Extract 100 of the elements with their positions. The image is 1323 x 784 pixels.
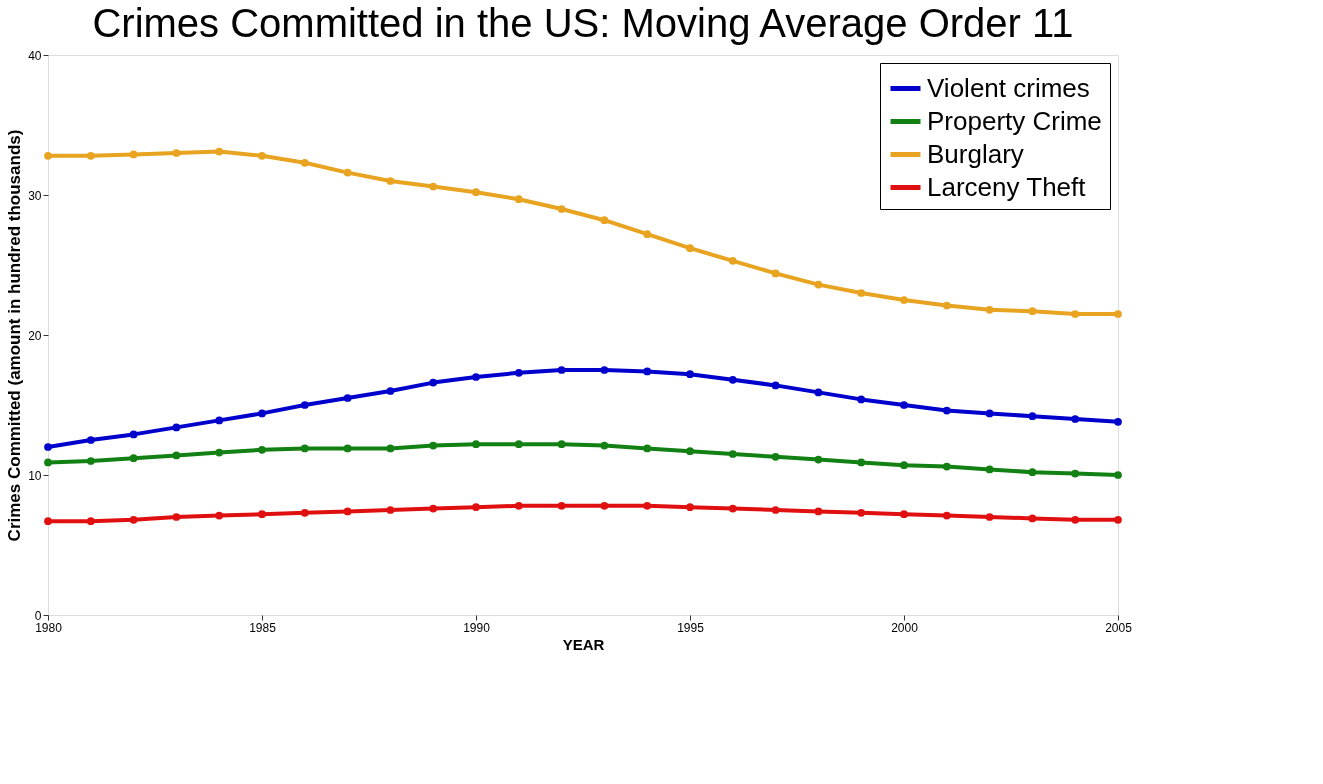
point xyxy=(728,450,737,458)
y-tick-label: 20 xyxy=(28,328,42,343)
x-axis-title: YEAR xyxy=(562,635,605,653)
point xyxy=(814,388,823,397)
point xyxy=(1028,514,1037,523)
point xyxy=(343,507,352,516)
point xyxy=(643,367,652,376)
point xyxy=(600,366,609,374)
point xyxy=(1071,415,1080,423)
point xyxy=(857,395,866,404)
point xyxy=(44,151,52,160)
point xyxy=(900,401,908,409)
point xyxy=(386,444,395,453)
x-tick-label: 1995 xyxy=(677,620,705,635)
point xyxy=(900,461,908,470)
point xyxy=(643,444,652,453)
point xyxy=(514,195,523,204)
point xyxy=(215,147,224,156)
point xyxy=(942,511,951,520)
legend-label: Burglary xyxy=(927,138,1024,169)
point xyxy=(686,503,694,512)
point xyxy=(258,510,266,519)
point xyxy=(643,501,652,510)
point xyxy=(429,504,438,513)
point xyxy=(86,517,95,526)
y-tick-label: 0 xyxy=(34,608,42,623)
x-tick-label: 1980 xyxy=(35,620,63,635)
point xyxy=(44,443,52,451)
legend-label: Property Crime xyxy=(927,105,1102,136)
point xyxy=(1114,417,1122,426)
point xyxy=(942,301,951,310)
y-tick-label: 30 xyxy=(28,188,42,203)
point xyxy=(771,381,780,390)
point xyxy=(215,511,224,520)
point xyxy=(1028,307,1037,316)
point xyxy=(86,151,95,160)
point xyxy=(472,188,480,197)
point xyxy=(942,406,951,415)
point xyxy=(300,444,309,453)
point xyxy=(386,177,395,185)
point xyxy=(386,387,395,395)
point xyxy=(514,440,523,449)
point xyxy=(1071,310,1080,318)
point xyxy=(429,441,438,450)
chart-title: Crimes Committed in the US: Moving Average Order 11 xyxy=(92,1,1074,45)
point xyxy=(557,366,566,374)
point xyxy=(343,168,352,177)
point xyxy=(258,445,266,454)
point xyxy=(215,448,224,457)
point xyxy=(1114,310,1122,318)
point xyxy=(857,458,866,467)
point xyxy=(985,465,994,474)
point xyxy=(600,441,609,450)
point xyxy=(857,508,866,517)
point xyxy=(985,305,994,314)
y-axis-title: Crimes Committed (amount in hundred thousands) xyxy=(5,129,25,542)
legend-label: Larceny Theft xyxy=(927,171,1087,202)
point xyxy=(985,513,994,521)
point xyxy=(86,436,95,444)
y-tick-label: 10 xyxy=(28,468,42,483)
point xyxy=(1028,468,1037,477)
point xyxy=(129,430,138,439)
x-tick-label: 1985 xyxy=(249,620,277,635)
point xyxy=(44,458,52,467)
point xyxy=(771,506,780,514)
point xyxy=(686,447,694,456)
point xyxy=(300,158,309,167)
point xyxy=(814,455,823,464)
point xyxy=(215,416,224,425)
point xyxy=(771,269,780,278)
point xyxy=(1114,515,1122,524)
point xyxy=(686,370,694,379)
point xyxy=(514,501,523,510)
point xyxy=(728,256,737,265)
point xyxy=(1071,515,1080,524)
point xyxy=(429,378,438,387)
point xyxy=(300,401,309,409)
point xyxy=(258,409,266,418)
point xyxy=(44,517,52,526)
x-tick-label: 2000 xyxy=(891,620,919,635)
point xyxy=(686,244,694,253)
point xyxy=(514,368,523,377)
point xyxy=(557,501,566,510)
point xyxy=(472,503,480,512)
point xyxy=(600,216,609,225)
point xyxy=(814,280,823,289)
point xyxy=(557,440,566,449)
point xyxy=(343,394,352,402)
y-tick-label: 40 xyxy=(28,48,42,63)
x-tick-label: 2005 xyxy=(1105,620,1133,635)
point xyxy=(728,504,737,513)
point xyxy=(900,510,908,519)
point xyxy=(172,513,181,521)
point xyxy=(86,457,95,465)
point xyxy=(857,289,866,297)
point xyxy=(728,375,737,384)
legend-label: Violent crimes xyxy=(927,72,1090,103)
point xyxy=(258,151,266,160)
point xyxy=(343,444,352,453)
point xyxy=(172,423,181,432)
